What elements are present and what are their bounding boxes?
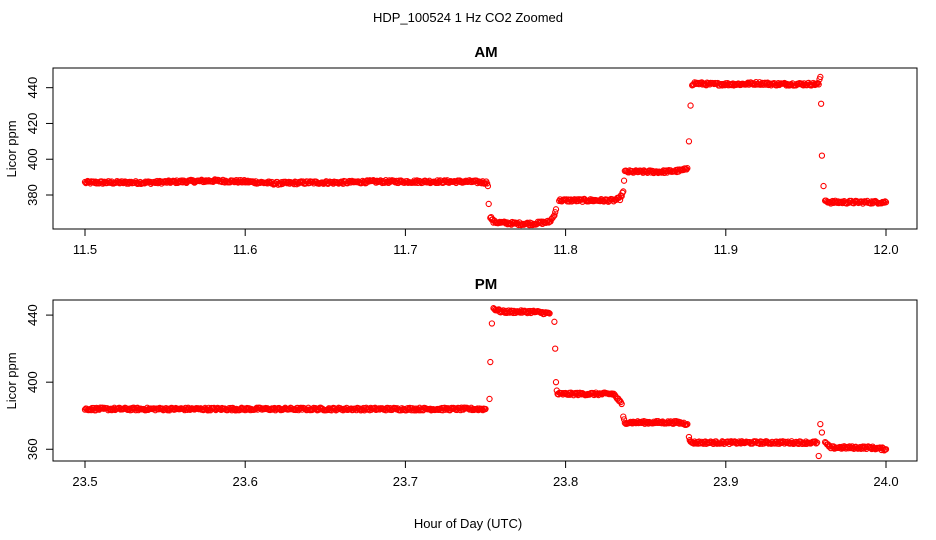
data-point bbox=[882, 199, 890, 206]
data-point bbox=[486, 395, 493, 403]
data-point bbox=[818, 429, 826, 436]
data-point bbox=[817, 100, 825, 107]
data-point bbox=[551, 212, 558, 219]
pm-panel-title: PM bbox=[475, 276, 498, 293]
x-axis-label: Hour of Day (UTC) bbox=[414, 516, 522, 531]
data-point bbox=[552, 206, 560, 213]
y-tick-label: 420 bbox=[25, 113, 40, 135]
data-point bbox=[820, 182, 827, 190]
am-y-axis-label: Licor ppm bbox=[4, 120, 19, 177]
data-point bbox=[814, 79, 821, 87]
pm-y-ticks: 360 400 440 bbox=[25, 304, 54, 460]
am-panel: AM Licor ppm 11.5 11.6 11.7 11.8 11.9 12.0 38… bbox=[4, 44, 918, 257]
data-point bbox=[881, 198, 889, 205]
y-tick-label: 400 bbox=[25, 371, 40, 393]
pm-x-ticks: 23.5 23.6 23.7 23.8 23.9 24.0 bbox=[72, 460, 899, 489]
pm-data-points bbox=[81, 305, 890, 460]
data-point bbox=[546, 310, 553, 317]
data-point bbox=[817, 420, 824, 428]
data-point bbox=[474, 179, 481, 187]
data-point bbox=[791, 440, 798, 447]
data-point bbox=[485, 200, 492, 208]
data-point bbox=[551, 318, 558, 325]
am-plot-frame bbox=[52, 67, 918, 230]
data-point bbox=[484, 182, 492, 190]
x-tick-label: 23.6 bbox=[233, 474, 258, 489]
x-tick-label: 11.6 bbox=[233, 242, 257, 257]
data-point bbox=[616, 196, 624, 204]
x-tick-label: 11.5 bbox=[73, 242, 97, 257]
data-point bbox=[687, 102, 694, 109]
data-point bbox=[684, 165, 691, 172]
pm-y-axis-label: Licor ppm bbox=[4, 352, 19, 409]
y-tick-label: 360 bbox=[25, 438, 40, 460]
data-point bbox=[552, 345, 559, 352]
y-tick-label: 440 bbox=[25, 77, 40, 99]
data-point bbox=[487, 358, 494, 366]
y-tick-label: 440 bbox=[25, 304, 40, 326]
am-data-points bbox=[81, 73, 890, 229]
x-tick-label: 23.7 bbox=[393, 474, 418, 489]
data-point bbox=[882, 446, 890, 453]
data-point bbox=[552, 379, 560, 386]
x-tick-label: 11.7 bbox=[393, 242, 417, 257]
y-tick-label: 380 bbox=[25, 184, 40, 206]
data-point bbox=[620, 188, 627, 195]
data-point bbox=[552, 209, 559, 216]
data-point bbox=[813, 440, 820, 447]
pm-panel: PM Licor ppm 23.5 23.6 23.7 23.8 23.9 24.0 36… bbox=[4, 276, 918, 489]
x-tick-label: 11.8 bbox=[553, 242, 577, 257]
data-point bbox=[685, 138, 693, 145]
data-point bbox=[630, 169, 638, 176]
x-tick-label: 23.8 bbox=[553, 474, 578, 489]
data-point bbox=[620, 177, 628, 184]
data-point bbox=[818, 152, 826, 159]
x-tick-label: 24.0 bbox=[873, 474, 898, 489]
x-tick-label: 23.9 bbox=[713, 474, 738, 489]
data-point bbox=[817, 73, 824, 81]
data-point bbox=[618, 400, 625, 408]
data-point bbox=[815, 452, 822, 460]
data-point bbox=[483, 180, 491, 187]
data-point bbox=[99, 180, 106, 187]
pm-plot-frame bbox=[52, 299, 918, 462]
data-point bbox=[620, 413, 627, 420]
am-panel-title: AM bbox=[474, 44, 497, 61]
am-x-ticks: 11.5 11.6 11.7 11.8 11.9 12.0 bbox=[73, 228, 899, 257]
data-point bbox=[813, 439, 821, 446]
figure-title: HDP_100524 1 Hz CO2 Zoomed bbox=[373, 10, 563, 25]
x-tick-label: 11.9 bbox=[714, 242, 738, 257]
y-tick-label: 400 bbox=[25, 148, 40, 170]
data-point bbox=[482, 405, 489, 413]
x-tick-label: 12.0 bbox=[873, 242, 898, 257]
data-point bbox=[488, 320, 496, 327]
data-point bbox=[684, 420, 691, 428]
am-y-ticks: 380 400 420 440 bbox=[25, 77, 54, 206]
x-tick-label: 23.5 bbox=[72, 474, 97, 489]
